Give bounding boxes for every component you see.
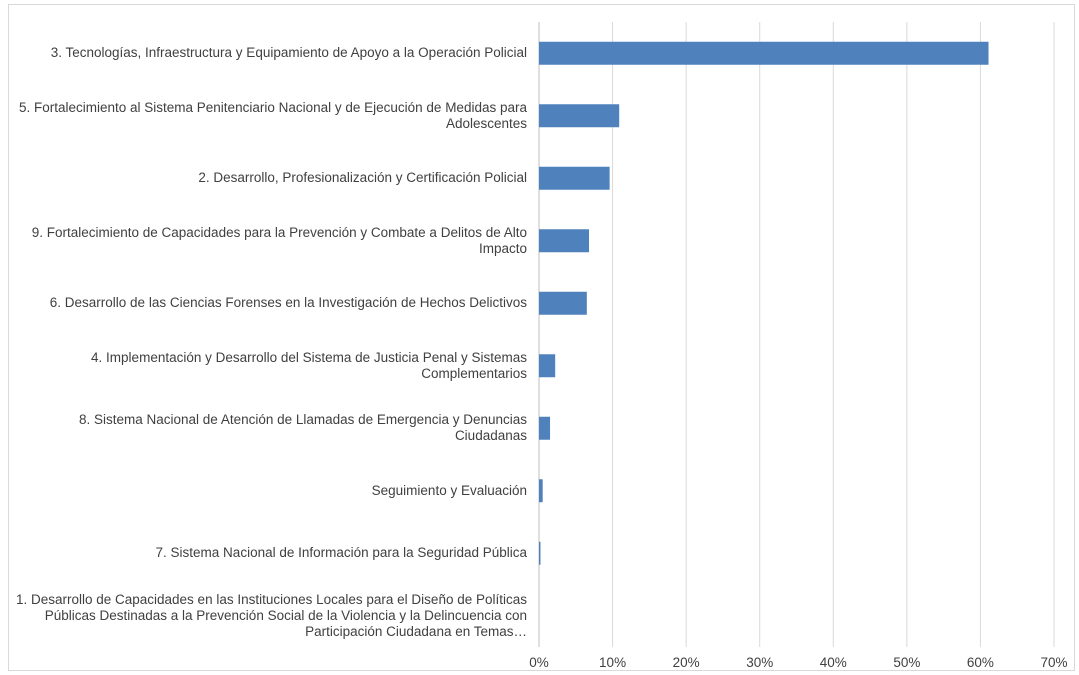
y-tick-label: 5. Fortalecimiento al Sistema Penitencia… — [18, 99, 527, 131]
y-tick-label: 3. Tecnologías, Infraestructura y Equipa… — [50, 45, 527, 61]
y-tick-label: 9. Fortalecimiento de Capacidades para l… — [31, 224, 527, 256]
x-tick-label: 40% — [820, 655, 847, 670]
y-tick-label: 6. Desarrollo de las Ciencias Forenses e… — [49, 295, 527, 311]
bar — [539, 541, 541, 565]
bar — [539, 229, 590, 253]
x-tick-label: 70% — [1040, 655, 1067, 670]
bar — [539, 41, 989, 65]
y-tick-label: Seguimiento y Evaluación — [371, 482, 527, 498]
bar — [539, 166, 610, 190]
x-tick-label: 10% — [599, 655, 626, 670]
x-tick-label: 30% — [746, 655, 773, 670]
y-tick-label: 1. Desarrollo de Capacidades en las Inst… — [15, 591, 527, 639]
chart-border — [8, 4, 1075, 671]
bar — [539, 416, 551, 440]
y-tick-label: 4. Implementación y Desarrollo del Siste… — [91, 349, 527, 381]
x-tick-label: 20% — [673, 655, 700, 670]
bar — [539, 291, 587, 315]
bar — [539, 354, 556, 378]
bar — [539, 104, 620, 128]
y-tick-label: 2. Desarrollo, Profesionalización y Cert… — [198, 170, 527, 186]
y-tick-label: 7. Sistema Nacional de Información para … — [155, 545, 527, 561]
bar — [539, 479, 543, 503]
x-tick-label: 50% — [893, 655, 920, 670]
x-tick-label: 60% — [967, 655, 994, 670]
y-tick-label: 8. Sistema Nacional de Atención de Llama… — [78, 412, 527, 444]
x-tick-label: 0% — [529, 655, 549, 670]
